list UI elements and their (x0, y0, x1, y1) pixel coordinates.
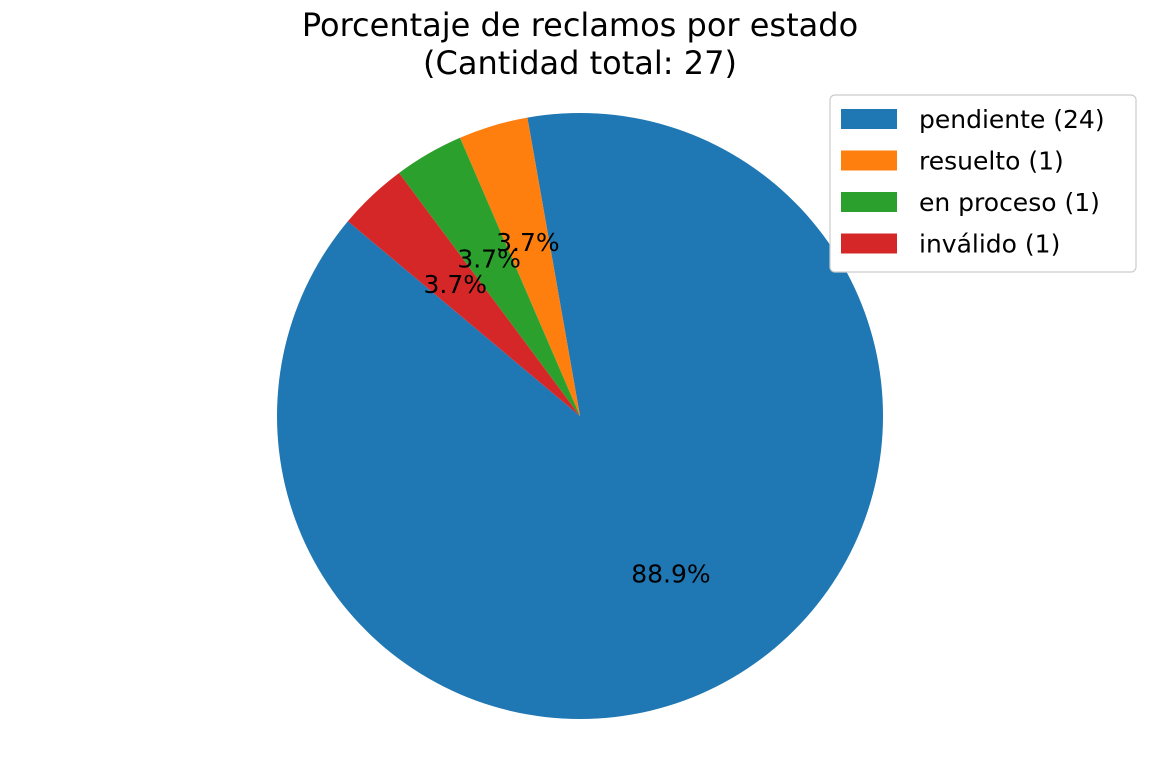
percent-labels: 88.9%3.7%3.7%3.7% (423, 228, 710, 589)
pie-slice-en-proceso (399, 137, 580, 416)
legend-label: inválido (1) (919, 230, 1060, 259)
legend-frame (829, 94, 1137, 273)
legend-swatch (841, 150, 897, 171)
legend: pendiente (24) resuelto (1) en proceso (1)… (829, 94, 1137, 273)
percent-label: 3.7% (423, 270, 487, 299)
legend-label: en proceso (1) (919, 188, 1100, 217)
legend-swatch (841, 109, 897, 129)
legend-swatch (841, 233, 897, 254)
pie-slices (277, 112, 884, 719)
pie-slice-pendiente (277, 112, 884, 719)
legend-swatch (841, 192, 897, 212)
chart-subtitle: (Cantidad total: 27) (423, 44, 737, 82)
legend-label: pendiente (24) (919, 105, 1105, 134)
percent-label: 3.7% (496, 228, 560, 257)
legend-label: resuelto (1) (919, 147, 1064, 176)
pie-slice-inválido (347, 172, 580, 416)
percent-label: 3.7% (457, 245, 521, 274)
percent-label: 88.9% (631, 559, 710, 588)
pie-slice-resuelto (459, 117, 580, 416)
chart-title: Porcentaje de reclamos por estado (302, 6, 858, 44)
